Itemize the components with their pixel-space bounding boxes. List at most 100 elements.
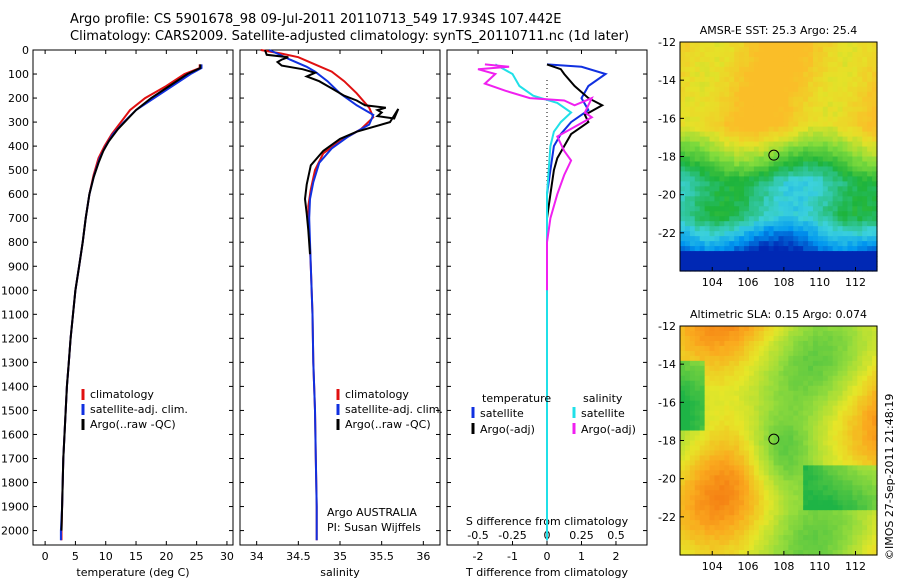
x-tick-label: 15 — [129, 550, 143, 563]
depth-tick-label: 700 — [8, 212, 29, 225]
depth-tick-label: 400 — [8, 140, 29, 153]
panel-frame — [239, 49, 441, 546]
x-tick-label: 34 — [250, 550, 264, 563]
map-y-tick-label: -12 — [658, 36, 676, 49]
map-title: Altimetric SLA: 0.15 Argo: 0.074 — [690, 308, 867, 321]
depth-tick-label: 1400 — [1, 380, 29, 393]
legend-heading-temperature: temperature — [482, 392, 551, 405]
depth-tick-label: 200 — [8, 92, 29, 105]
series-line-sal_satellite — [494, 63, 573, 541]
map-x-tick-label: 108 — [773, 276, 794, 289]
map-x-tick-label: 112 — [845, 560, 866, 573]
x-tick-label: 25 — [190, 550, 204, 563]
depth-tick-label: 1800 — [1, 477, 29, 490]
depth-tick-label: 1500 — [1, 404, 29, 417]
legend-label: satellite-adj. clim. — [90, 403, 188, 416]
legend-label: Argo(..raw -QC) — [90, 418, 176, 431]
depth-tick-label: 1200 — [1, 332, 29, 345]
map-x-tick-label: 110 — [809, 276, 830, 289]
x-tick-label: 0 — [544, 550, 551, 563]
depth-tick-label: 0 — [22, 44, 29, 57]
depth-tick-label: 2000 — [1, 525, 29, 538]
map-y-tick-label: -20 — [658, 473, 676, 486]
x-axis-label: salinity — [320, 566, 360, 579]
map-x-tick-label: 104 — [702, 560, 723, 573]
sla-heatmap — [680, 326, 878, 556]
x-tick-label: 0 — [42, 550, 49, 563]
x-tick-label: 36 — [416, 550, 430, 563]
legend-label: Argo(..raw -QC) — [345, 418, 431, 431]
x-tick-label: 20 — [159, 550, 173, 563]
depth-tick-label: 500 — [8, 164, 29, 177]
x-tick-label: 30 — [220, 550, 234, 563]
legend-label: climatology — [90, 388, 154, 401]
map-y-tick-label: -20 — [658, 189, 676, 202]
map-y-tick-label: -16 — [658, 112, 676, 125]
s-tick-label: -0.25 — [498, 529, 526, 542]
x-tick-label: 35 — [333, 550, 347, 563]
legend-heading-salinity: salinity — [583, 392, 623, 405]
x-axis-label: temperature (deg C) — [76, 566, 189, 579]
map-x-tick-label: 106 — [738, 276, 759, 289]
s-tick-label: 0.25 — [569, 529, 594, 542]
series-line-sal_argo — [477, 63, 594, 291]
depth-tick-label: 1700 — [1, 452, 29, 465]
sst-heatmap — [680, 42, 878, 272]
depth-tick-label: 1300 — [1, 356, 29, 369]
depth-tick-label: 300 — [8, 116, 29, 129]
annotation-line1: Argo AUSTRALIA — [327, 506, 417, 519]
depth-tick-label: 1100 — [1, 308, 29, 321]
map-title: AMSR-E SST: 25.3 Argo: 25.4 — [700, 24, 858, 37]
depth-tick-label: 600 — [8, 188, 29, 201]
s-tick-label: -0.5 — [467, 529, 488, 542]
argo-location-marker — [768, 433, 780, 445]
map-y-tick-label: -12 — [658, 320, 676, 333]
figure-title-line2: Climatology: CARS2009. Satellite-adjuste… — [70, 29, 630, 44]
legend-label: Argo(-adj) — [581, 423, 636, 436]
x-axis-label: T difference from climatology — [465, 566, 628, 579]
panel-frame — [32, 49, 234, 546]
depth-tick-label: 1600 — [1, 428, 29, 441]
legend-label: satellite — [581, 407, 625, 420]
copyright-label: ©IMOS 27-Sep-2011 21:48:19 — [883, 394, 896, 560]
depth-tick-label: 900 — [8, 260, 29, 273]
x-tick-label: 35.5 — [369, 550, 394, 563]
figure-title-line1: Argo profile: CS 5901678_98 09-Jul-2011 … — [70, 12, 562, 27]
map-y-tick-label: -18 — [658, 151, 676, 164]
series-line-argo — [264, 49, 400, 255]
x-tick-label: 10 — [99, 550, 113, 563]
legend-label: satellite-adj. clim. — [345, 403, 443, 416]
depth-tick-label: 1900 — [1, 501, 29, 514]
map-y-tick-label: -22 — [658, 511, 676, 524]
depth-tick-label: 800 — [8, 236, 29, 249]
series-line-satellite — [59, 64, 203, 541]
x-tick-label: 1 — [578, 550, 585, 563]
map-x-tick-label: 108 — [773, 560, 794, 573]
legend-label: satellite — [480, 407, 524, 420]
legend-label: climatology — [345, 388, 409, 401]
series-line-climatology — [60, 64, 201, 541]
map-y-tick-label: -14 — [658, 74, 676, 87]
x-tick-label: -2 — [473, 550, 484, 563]
depth-tick-label: 1000 — [1, 284, 29, 297]
x-tick-label: 5 — [72, 550, 79, 563]
map-y-tick-label: -18 — [658, 435, 676, 448]
series-line-argo — [546, 63, 605, 541]
series-line-satellite — [268, 49, 375, 541]
x-tick-label: 2 — [612, 550, 619, 563]
map-x-tick-label: 104 — [702, 276, 723, 289]
series-line-satellite — [546, 63, 608, 541]
map-x-tick-label: 106 — [738, 560, 759, 573]
x-tick-label: 34.5 — [286, 550, 311, 563]
s-tick-label: 0.5 — [607, 529, 625, 542]
argo-location-marker — [768, 149, 780, 161]
depth-tick-label: 100 — [8, 68, 29, 81]
series-line-climatology — [260, 49, 375, 541]
map-y-tick-label: -16 — [658, 396, 676, 409]
map-x-tick-label: 110 — [809, 560, 830, 573]
map-y-tick-label: -14 — [658, 358, 676, 371]
map-y-tick-label: -22 — [658, 227, 676, 240]
annotation-line2: PI: Susan Wijffels — [327, 521, 421, 534]
legend-label: Argo(-adj) — [480, 423, 535, 436]
